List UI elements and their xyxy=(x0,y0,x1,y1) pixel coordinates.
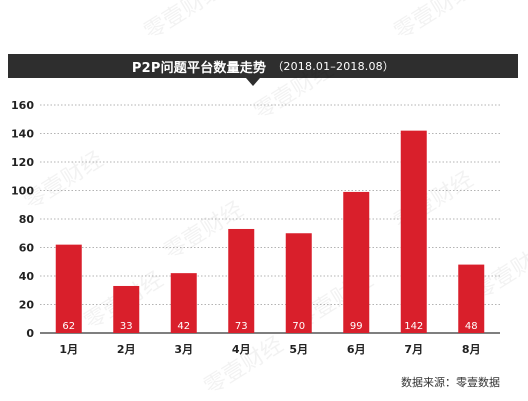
bar xyxy=(228,228,255,333)
watermark-layer: 零壹财经零壹财经零壹财经零壹财经零壹财经零壹财经零壹财经零壹财经零壹财经零壹财经 xyxy=(20,0,528,400)
bar xyxy=(343,191,370,333)
bar xyxy=(458,264,485,333)
bar xyxy=(400,130,427,333)
bar xyxy=(285,233,312,333)
bar-value-label: 70 xyxy=(292,321,305,332)
x-axis: 1月 2月 3月 4月 5月 6月 7月 8月 xyxy=(59,343,480,356)
chart-title: P2P问题平台数量走势 xyxy=(131,60,267,76)
y-tick-label: 120 xyxy=(11,156,34,169)
x-tick-label: 3月 xyxy=(174,343,193,356)
bar-value-label: 33 xyxy=(120,321,133,332)
bar-value-label: 42 xyxy=(177,321,190,332)
y-tick-label: 60 xyxy=(19,242,35,255)
y-tick-label: 160 xyxy=(11,99,34,112)
y-tick-label: 20 xyxy=(19,299,35,312)
bar xyxy=(113,285,140,333)
watermark-text: 零壹财经 xyxy=(140,0,228,45)
bar-value-label: 48 xyxy=(465,321,478,332)
bar-value-label: 62 xyxy=(62,321,75,332)
bar xyxy=(170,273,197,333)
x-tick-label: 1月 xyxy=(59,343,78,356)
x-tick-label: 8月 xyxy=(462,343,481,356)
source-note: 数据来源：零壹数据 xyxy=(401,376,500,389)
bars: 62 33 42 73 70 99 142 48 xyxy=(55,130,485,333)
y-tick-label: 100 xyxy=(11,185,34,198)
bar xyxy=(55,244,82,333)
title-pointer-arrow xyxy=(246,78,260,86)
bar-value-label: 99 xyxy=(350,321,363,332)
chart-subtitle: （2018.01–2018.08） xyxy=(272,60,395,73)
y-axis: 0 20 40 60 80 100 120 140 160 xyxy=(11,99,34,340)
bar-value-label: 73 xyxy=(235,321,248,332)
chart-title-bar: P2P问题平台数量走势 （2018.01–2018.08） xyxy=(8,54,518,78)
x-tick-label: 5月 xyxy=(289,343,308,356)
watermark-text: 零壹财经 xyxy=(250,57,338,125)
x-tick-label: 7月 xyxy=(404,343,423,356)
x-tick-label: 2月 xyxy=(117,343,136,356)
x-tick-label: 6月 xyxy=(347,343,366,356)
watermark-text: 零壹财经 xyxy=(390,0,478,45)
y-tick-label: 40 xyxy=(19,270,35,283)
y-tick-label: 140 xyxy=(11,128,34,141)
bar-value-label: 142 xyxy=(404,321,423,332)
x-tick-label: 4月 xyxy=(232,343,251,356)
y-tick-label: 80 xyxy=(19,213,35,226)
y-tick-label: 0 xyxy=(26,327,34,340)
